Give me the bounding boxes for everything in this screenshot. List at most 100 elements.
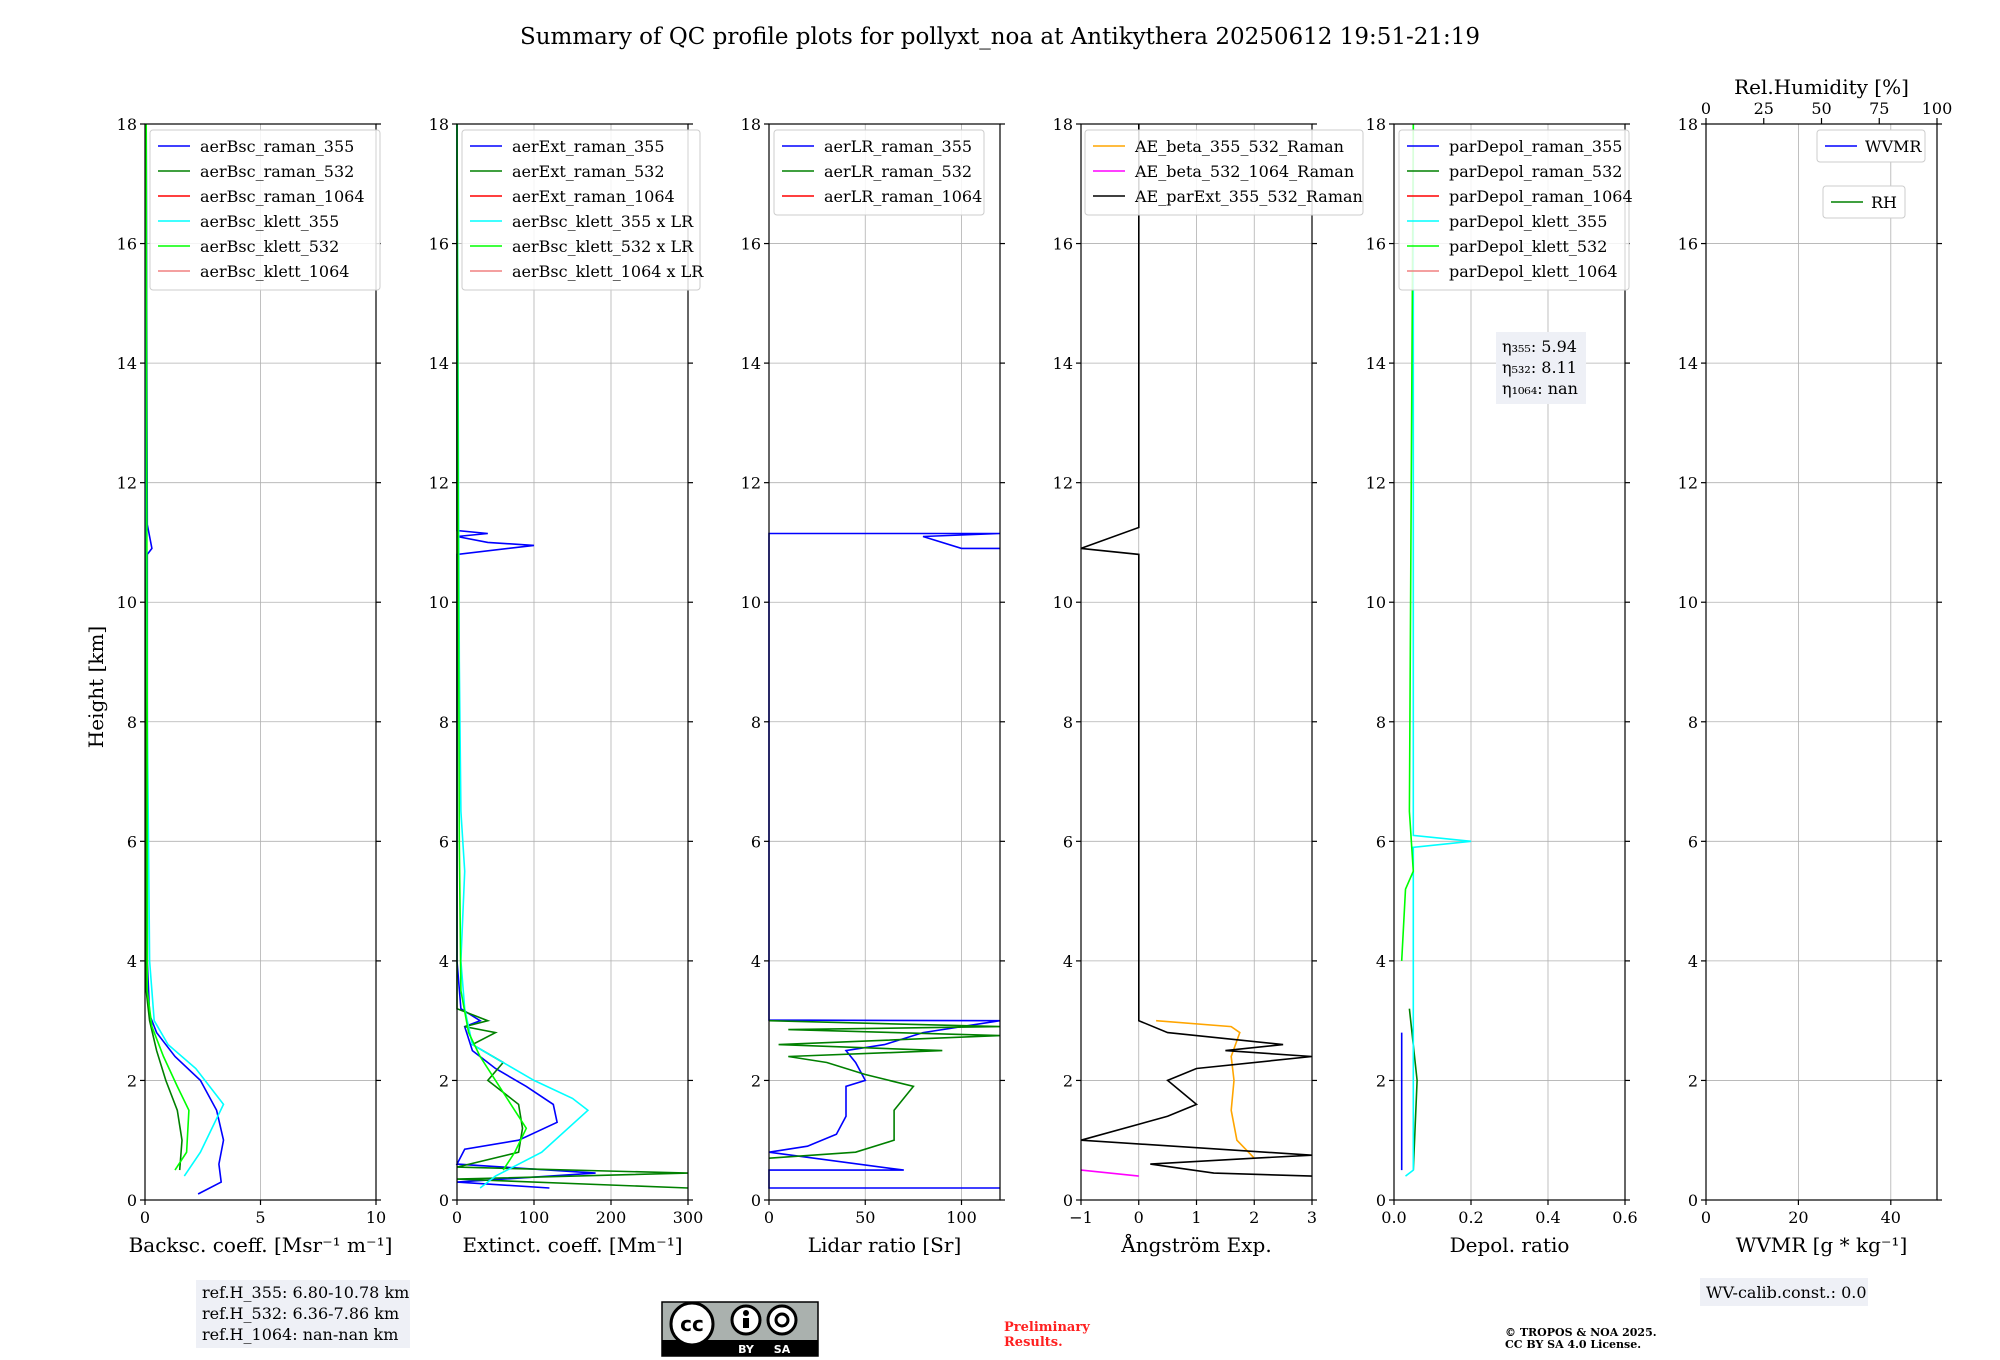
annotation-bg <box>196 1280 410 1348</box>
y-tick-label: 12 <box>117 474 137 493</box>
y-tick-label: 16 <box>1366 235 1386 254</box>
legend-entry: AE_beta_532_1064_Raman <box>1134 162 1354 181</box>
legend-entry: parDepol_klett_1064 <box>1449 262 1618 281</box>
y-tick-label: 2 <box>439 1071 449 1090</box>
legend-entry: aerBsc_klett_532 <box>200 237 339 256</box>
y-tick-label: 10 <box>741 593 761 612</box>
x-tick-label: 1 <box>1191 1208 1201 1227</box>
legend-entry: aerBsc_klett_1064 <box>200 262 349 281</box>
legend-entry: parDepol_raman_532 <box>1449 162 1622 181</box>
x-tick-label: 10 <box>366 1208 386 1227</box>
x2-axis-label: Rel.Humidity [%] <box>1734 75 1909 99</box>
x-tick-label: 0 <box>140 1208 150 1227</box>
axes-frame <box>1705 123 1938 1201</box>
x-tick-label: 200 <box>596 1208 627 1227</box>
legend-box <box>773 129 985 216</box>
reference-height-text: ref.H_355: 6.80-10.78 km <box>202 1283 409 1302</box>
y-tick-label: 14 <box>1678 354 1698 373</box>
legend-box <box>1822 185 1906 219</box>
eta-value-text: η₅₃₂: 8.11 <box>1502 358 1577 377</box>
legend-entry: aerLR_raman_355 <box>824 137 972 156</box>
x-tick-label: 2 <box>1249 1208 1259 1227</box>
y-tick-label: 8 <box>127 713 137 732</box>
panel-3: 0 2 4 6 8 10 12 14 16 18 0 50 100 Lidar ratio [Sr] aer… <box>741 115 1005 1257</box>
eta-value-text: η₃₅₅: 5.94 <box>1502 337 1577 356</box>
y-tick-label: 16 <box>117 235 137 254</box>
y-tick-label: 4 <box>127 952 137 971</box>
annotation-box: ref.H_355: 6.80-10.78 km ref.H_532: 6.36-… <box>196 1280 410 1348</box>
y-tick-label: 4 <box>1376 952 1386 971</box>
y-tick-label: 16 <box>1678 235 1698 254</box>
axes-frame <box>1393 123 1626 1201</box>
series-aerBsc_klett_532 <box>145 123 190 1171</box>
series-aerLR_raman_532 <box>768 1019 1001 1159</box>
series-AE_beta_355_532_Raman <box>1156 1019 1255 1159</box>
legend-entry: parDepol_raman_355 <box>1449 137 1622 156</box>
axes-frame <box>456 123 689 1201</box>
y-tick-label: 6 <box>1063 832 1073 851</box>
share-alike-icon <box>766 1304 798 1336</box>
y-tick-label: 0 <box>1688 1191 1698 1210</box>
y-tick-label: 6 <box>127 832 137 851</box>
y-tick-label: 14 <box>117 354 137 373</box>
series-aerExt_raman_532 <box>456 124 689 1189</box>
y-tick-label: 18 <box>429 115 449 134</box>
y-tick-label: 8 <box>439 713 449 732</box>
y-tick-label: 12 <box>1366 474 1386 493</box>
legend: aerExt_raman_355 aerExt_raman_532 aerExt_r… <box>461 129 704 291</box>
x-axis-label: Lidar ratio [Sr] <box>808 1233 962 1257</box>
y-tick-label: 2 <box>1063 1071 1073 1090</box>
x-tick-label: 0.4 <box>1535 1208 1560 1227</box>
preliminary-label-2: Results. <box>1004 1335 1063 1350</box>
y-tick-label: 2 <box>1688 1071 1698 1090</box>
series-aerBsc_raman_532 <box>145 124 183 1171</box>
series-aerBsc_klett_355 x LR <box>456 123 590 1189</box>
x-tick-label: 3 <box>1307 1208 1317 1227</box>
legend-entry: aerBsc_klett_355 x LR <box>512 212 694 231</box>
x-tick-label: 100 <box>946 1208 977 1227</box>
annotation-box: WV-calib.const.: 0.0 <box>1700 1278 1868 1306</box>
y-tick-label: 10 <box>1053 593 1073 612</box>
legend-entry: aerLR_raman_1064 <box>824 187 982 206</box>
legend-entry: aerExt_raman_1064 <box>512 187 675 206</box>
x-axis-label: Depol. ratio <box>1450 1233 1570 1257</box>
svg-text:cc: cc <box>680 1312 704 1336</box>
y-tick-label: 2 <box>127 1071 137 1090</box>
y-tick-label: 12 <box>1678 474 1698 493</box>
y-tick-label: 2 <box>751 1071 761 1090</box>
series-parDepol_raman_532 <box>1408 1008 1418 1171</box>
legend-box <box>1084 129 1364 216</box>
x-tick-label: 0.6 <box>1612 1208 1637 1227</box>
top-tick-label: 50 <box>1811 99 1831 118</box>
legend-entry: aerExt_raman_355 <box>512 137 665 156</box>
y-tick-label: 12 <box>741 474 761 493</box>
y-tick-label: 16 <box>1053 235 1073 254</box>
y-tick-label: 8 <box>1063 713 1073 732</box>
preliminary-label: Preliminary <box>1004 1320 1090 1335</box>
y-tick-label: 14 <box>429 354 449 373</box>
y-tick-label: 10 <box>429 593 449 612</box>
y-tick-label: 0 <box>127 1191 137 1210</box>
legend-entry: aerBsc_raman_355 <box>200 137 354 156</box>
legend: aerBsc_raman_355 aerBsc_raman_532 aerBsc_r… <box>149 129 381 291</box>
legend-entry: RH <box>1871 193 1897 212</box>
legend: parDepol_raman_355 parDepol_raman_532 parD… <box>1398 129 1633 291</box>
top-tick-label: 25 <box>1754 99 1774 118</box>
annotation-bg <box>1700 1278 1868 1306</box>
legend: aerLR_raman_355 aerLR_raman_532 aerLR_rama… <box>773 129 985 216</box>
legend-entry: aerBsc_klett_532 x LR <box>512 237 694 256</box>
legend-entry: aerLR_raman_532 <box>824 162 972 181</box>
series-AE_beta_532_1064_Raman <box>1080 1169 1139 1177</box>
annotation-box: η₃₅₅: 5.94 η₅₃₂: 8.11 η₁₀₆₄: nan <box>1496 332 1586 404</box>
panel-5: 0 2 4 6 8 10 12 14 16 18 0.0 0.2 0.4 0.6 Depol. ratio p… <box>1366 115 1638 1257</box>
y-tick-label: 10 <box>1366 593 1386 612</box>
x-tick-label: 0 <box>764 1208 774 1227</box>
svg-text:BY: BY <box>738 1343 755 1356</box>
legend: WVMR RH <box>1816 129 1926 219</box>
y-tick-label: 18 <box>1678 115 1698 134</box>
x-tick-label: 0 <box>452 1208 462 1227</box>
y-tick-label: 6 <box>1376 832 1386 851</box>
x-tick-label: 300 <box>673 1208 704 1227</box>
